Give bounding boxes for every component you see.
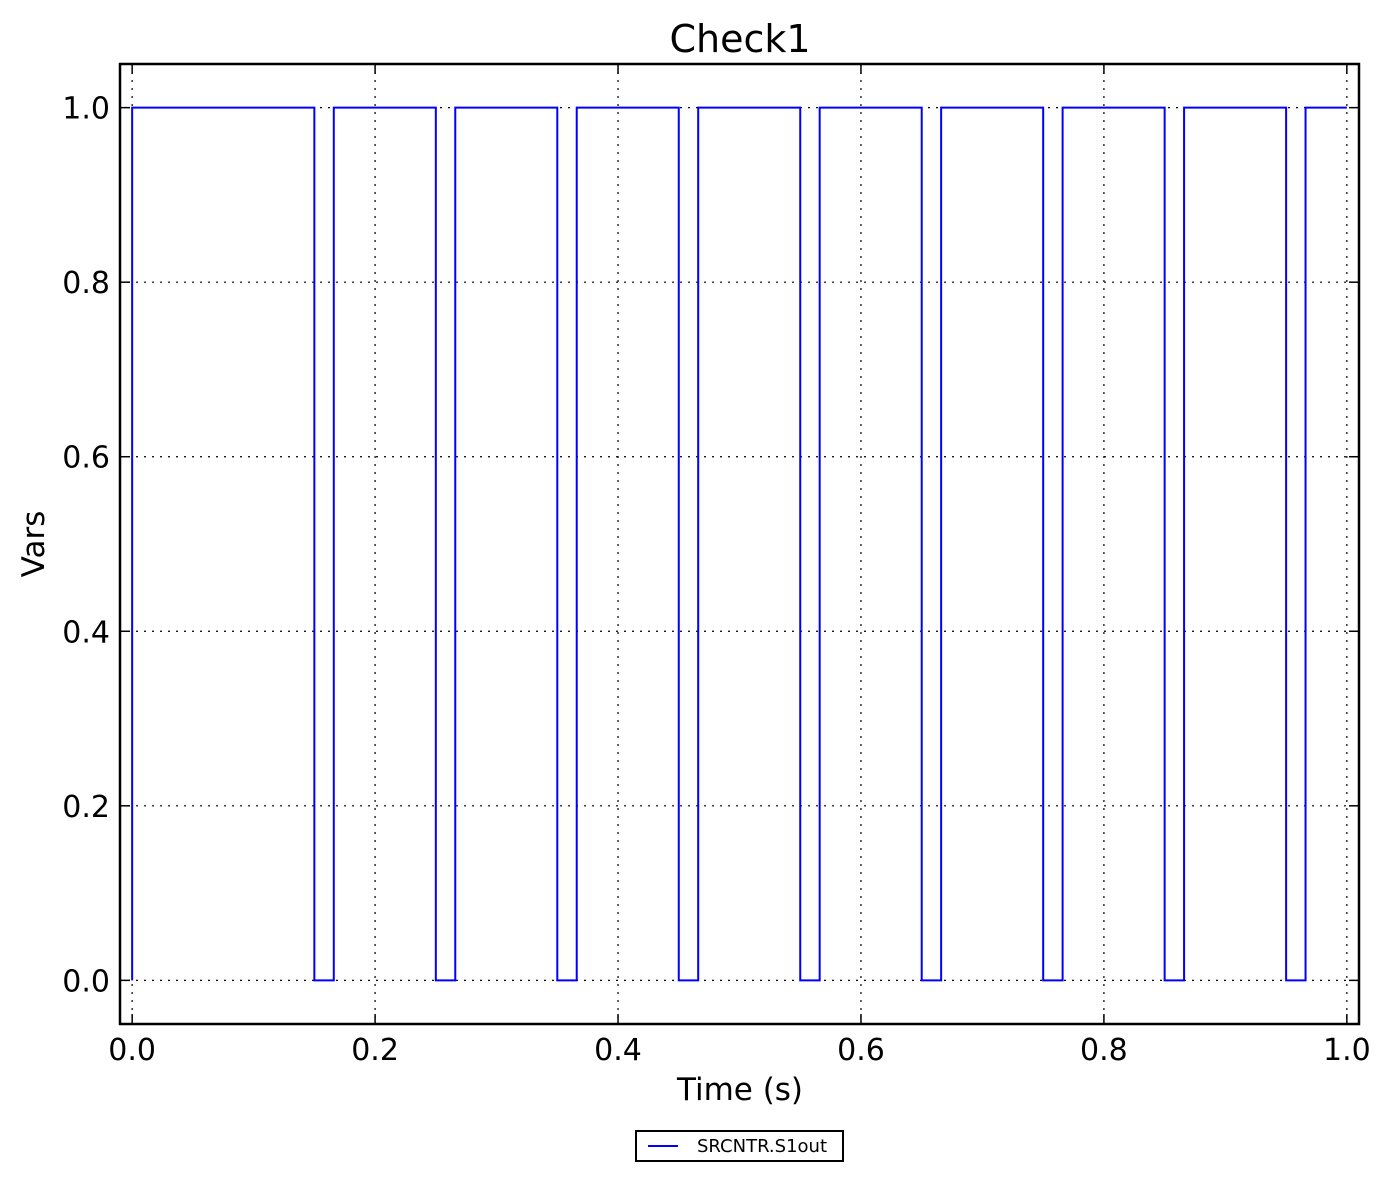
y-tick-label: 0.4 (62, 615, 110, 650)
x-tick-label: 1.0 (1323, 1033, 1371, 1068)
x-axis-label: Time (s) (676, 1072, 803, 1108)
y-tick-label: 0.2 (62, 790, 110, 825)
legend-label: SRCNTR.S1out (697, 1136, 827, 1157)
line-series (131, 106, 1347, 982)
x-tick-label: 0.0 (108, 1033, 156, 1068)
x-tick-label: 0.8 (1080, 1033, 1128, 1068)
y-tick-label: 1.0 (62, 92, 110, 127)
x-tick-label: 0.4 (594, 1033, 642, 1068)
x-tick-label: 0.6 (837, 1033, 885, 1068)
y-axis-label: Vars (16, 511, 52, 578)
x-tick-label: 0.2 (351, 1033, 399, 1068)
y-tick-label: 0.6 (62, 441, 110, 476)
y-tick-label: 0.8 (62, 266, 110, 301)
chart-title: Check1 (669, 17, 810, 61)
plot-frame (118, 62, 1361, 1026)
y-tick-label: 0.0 (62, 964, 110, 999)
